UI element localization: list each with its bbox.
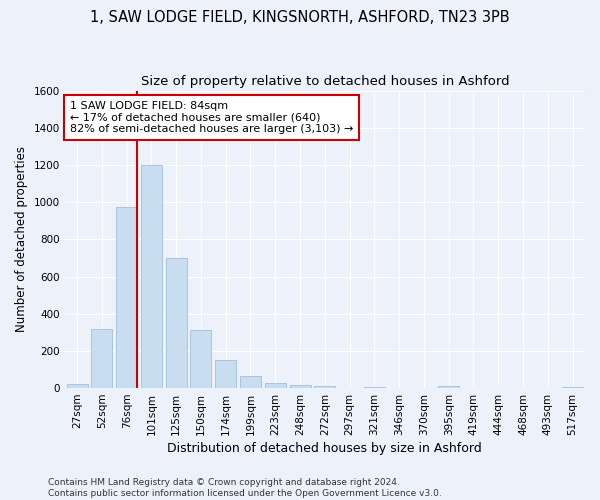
Text: 1 SAW LODGE FIELD: 84sqm
← 17% of detached houses are smaller (640)
82% of semi-: 1 SAW LODGE FIELD: 84sqm ← 17% of detach… [70, 101, 353, 134]
X-axis label: Distribution of detached houses by size in Ashford: Distribution of detached houses by size … [167, 442, 482, 455]
Bar [91, 328, 112, 388]
Bar [290, 386, 311, 388]
Bar [67, 384, 88, 388]
Title: Size of property relative to detached houses in Ashford: Size of property relative to detached ho… [140, 75, 509, 88]
Bar [190, 330, 211, 388]
Bar [141, 165, 162, 388]
Bar [562, 387, 583, 388]
Text: 1, SAW LODGE FIELD, KINGSNORTH, ASHFORD, TN23 3PB: 1, SAW LODGE FIELD, KINGSNORTH, ASHFORD,… [90, 10, 510, 25]
Bar [116, 207, 137, 388]
Bar [364, 387, 385, 388]
Bar [166, 258, 187, 388]
Bar [314, 386, 335, 388]
Y-axis label: Number of detached properties: Number of detached properties [15, 146, 28, 332]
Text: Contains HM Land Registry data © Crown copyright and database right 2024.
Contai: Contains HM Land Registry data © Crown c… [48, 478, 442, 498]
Bar [240, 376, 261, 388]
Bar [265, 384, 286, 388]
Bar [438, 386, 459, 388]
Bar [215, 360, 236, 388]
